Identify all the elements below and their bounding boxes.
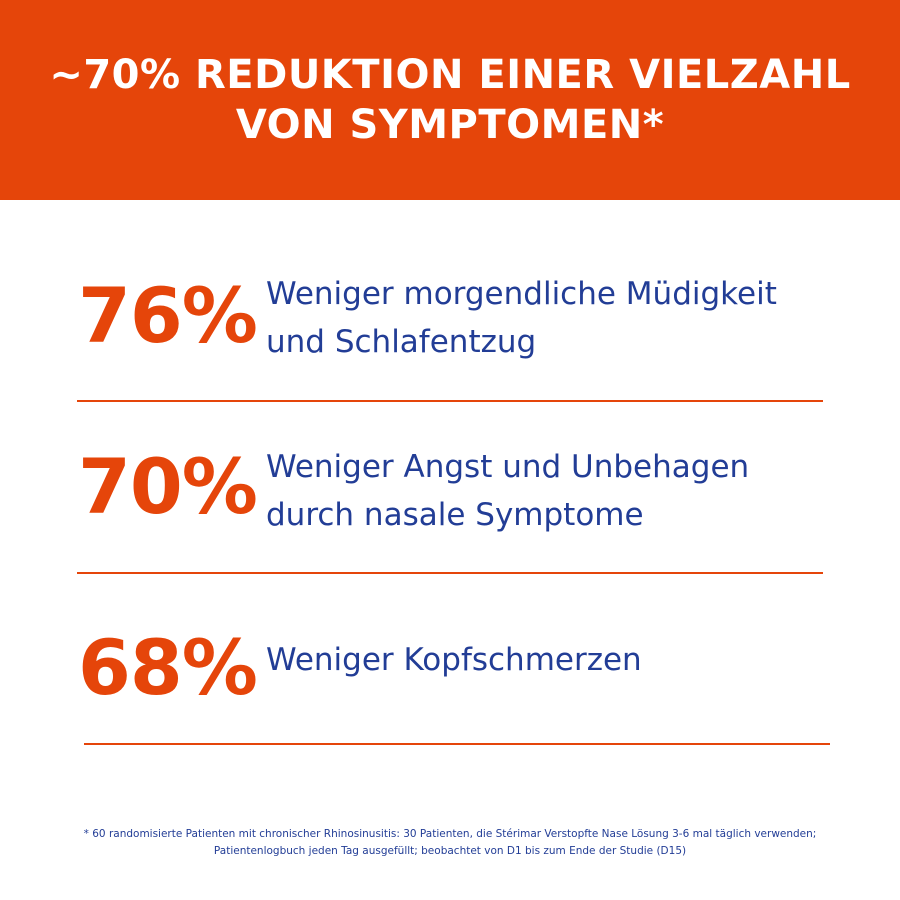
stat-value: 70% bbox=[78, 442, 258, 531]
title-line-2: VON SYMPTOMEN* bbox=[235, 102, 665, 148]
footnote-line-1: * 60 randomisierte Patienten mit chronis… bbox=[83, 828, 817, 840]
divider bbox=[84, 743, 830, 745]
header-banner: ~70% REDUKTION EINER VIELZAHL VON SYMPTO… bbox=[0, 0, 900, 200]
stat-description-line-1: Weniger morgendliche Müdigkeit bbox=[266, 276, 777, 312]
stat-value: 68% bbox=[78, 623, 258, 712]
stat-description: Weniger morgendliche Müdigkeit und Schla… bbox=[266, 270, 777, 366]
stat-description-line-2: durch nasale Symptome bbox=[266, 497, 644, 533]
footnote: * 60 randomisierte Patienten mit chronis… bbox=[20, 826, 880, 860]
page-title: ~70% REDUKTION EINER VIELZAHL VON SYMPTO… bbox=[9, 50, 890, 150]
divider bbox=[77, 572, 823, 574]
stat-value: 76% bbox=[78, 271, 258, 360]
stat-description: Weniger Kopfschmerzen bbox=[266, 636, 642, 684]
title-line-1: ~70% REDUKTION EINER VIELZAHL bbox=[49, 52, 851, 98]
divider bbox=[77, 400, 823, 402]
stat-description-line-1: Weniger Kopfschmerzen bbox=[266, 642, 642, 678]
stat-description-line-2: und Schlafentzug bbox=[266, 324, 537, 360]
stat-description: Weniger Angst und Unbehagen durch nasale… bbox=[266, 443, 749, 539]
stat-description-line-1: Weniger Angst und Unbehagen bbox=[266, 449, 750, 485]
footnote-line-2: Patientenlogbuch jeden Tag ausgefüllt; b… bbox=[213, 845, 687, 857]
